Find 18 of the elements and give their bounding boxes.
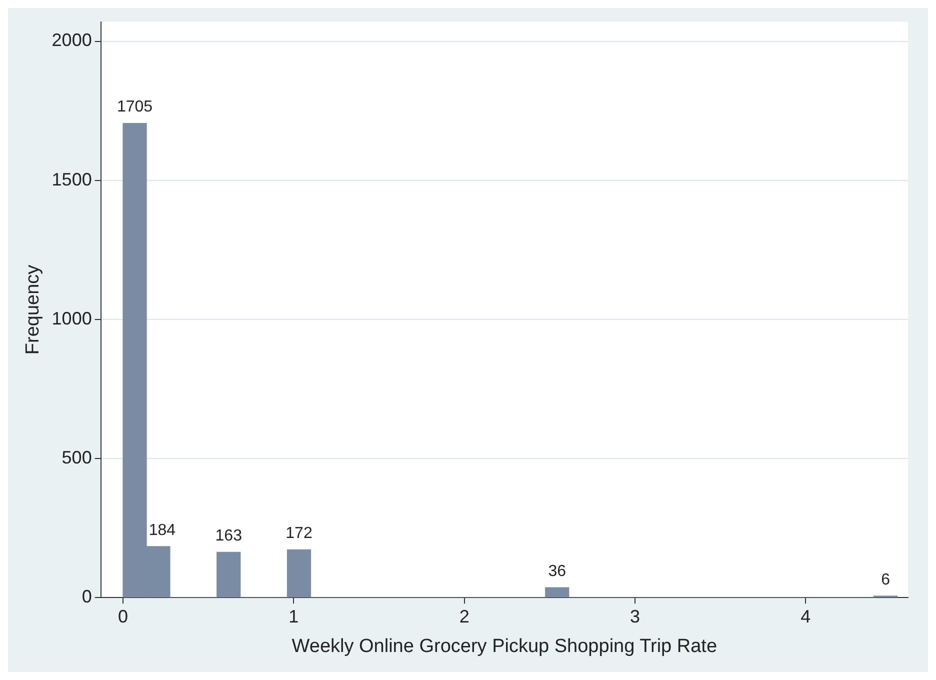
y-tick-label: 1000 — [52, 308, 92, 328]
x-tick-label: 1 — [288, 606, 299, 626]
data-label: 172 — [286, 525, 312, 542]
data-label: 184 — [148, 522, 176, 539]
y-tick-label: 2000 — [52, 30, 92, 50]
data-label: 1705 — [116, 98, 153, 116]
x-tick-label: 3 — [630, 606, 640, 626]
x-tick-label: 4 — [800, 606, 811, 626]
data-label: 36 — [548, 562, 566, 580]
x-axis-title: Weekly Online Grocery Pickup Shopping Trip Rate — [292, 636, 718, 657]
y-tick-label: 500 — [62, 447, 92, 468]
data-label: 6 — [881, 571, 890, 588]
y-tick-label: 0 — [82, 586, 92, 607]
x-tick-label: 0 — [118, 606, 128, 626]
y-axis-title: Frequency — [22, 264, 44, 355]
x-tick-label: 2 — [459, 606, 470, 626]
y-tick-label: 1500 — [52, 169, 92, 190]
data-label: 163 — [215, 528, 242, 545]
